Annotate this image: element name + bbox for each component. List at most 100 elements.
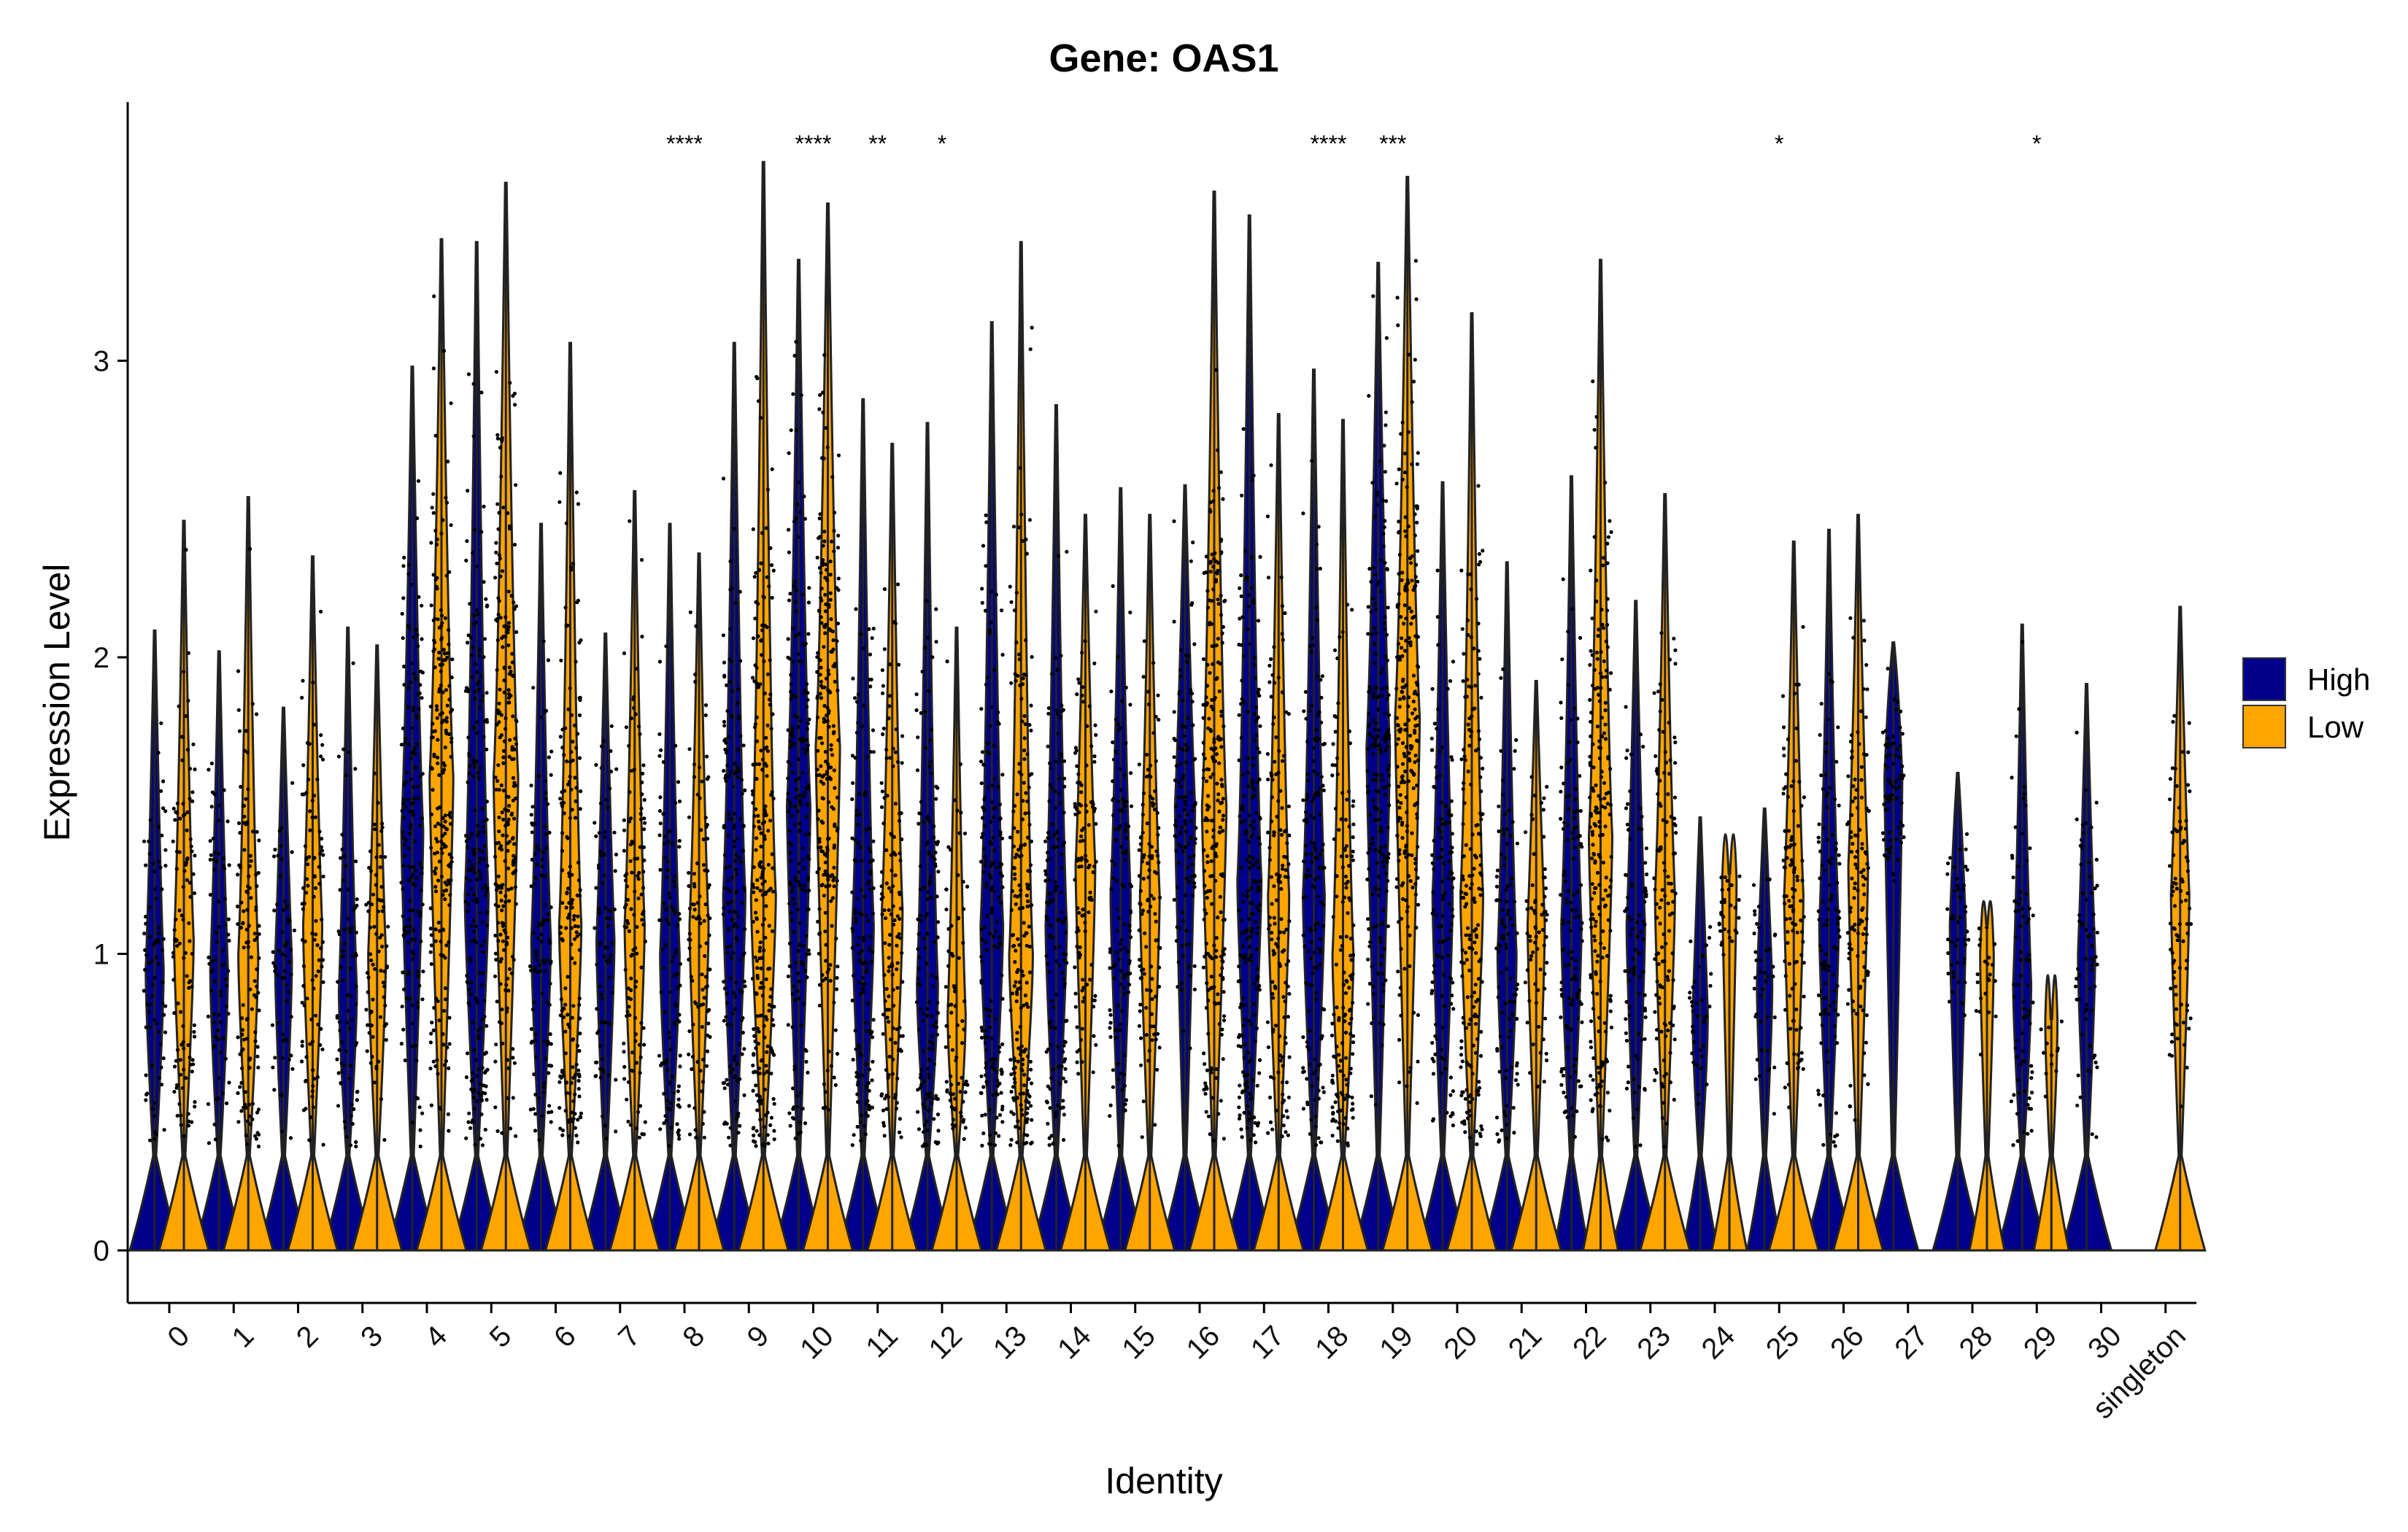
data-point: [1637, 913, 1642, 918]
data-point: [871, 627, 876, 631]
data-point: [1000, 773, 1005, 777]
data-point: [311, 1105, 315, 1110]
data-point: [786, 776, 790, 781]
data-point: [796, 948, 800, 953]
data-point: [936, 870, 941, 874]
data-point: [409, 726, 414, 730]
data-point: [475, 759, 479, 763]
data-point: [673, 911, 677, 916]
data-point: [570, 956, 574, 961]
data-point: [1308, 1131, 1312, 1136]
data-point: [1243, 1042, 1247, 1047]
data-point: [480, 1066, 485, 1070]
data-point: [1258, 554, 1262, 560]
data-point: [1184, 743, 1188, 747]
data-point: [382, 1137, 387, 1142]
data-point: [925, 635, 930, 640]
data-point: [403, 741, 407, 746]
data-point: [670, 1074, 674, 1078]
data-point: [1178, 762, 1183, 767]
data-point: [1378, 826, 1383, 830]
data-point: [1304, 810, 1308, 814]
data-point: [207, 767, 211, 772]
data-point: [1707, 1005, 1712, 1009]
data-point: [308, 828, 312, 832]
data-point: [498, 556, 502, 561]
data-point: [209, 805, 214, 809]
data-point: [1386, 693, 1391, 697]
data-point: [1246, 770, 1250, 775]
data-point: [218, 1020, 223, 1024]
data-point: [410, 1021, 415, 1026]
data-point: [404, 770, 409, 775]
data-point: [435, 840, 439, 844]
data-point: [854, 813, 859, 817]
data-point: [1899, 773, 1903, 778]
data-point: [255, 1110, 260, 1115]
data-point: [1257, 988, 1262, 992]
data-point: [379, 885, 384, 889]
data-point: [663, 943, 668, 947]
data-point: [161, 980, 165, 985]
data-point: [741, 1030, 745, 1035]
data-point: [1561, 948, 1566, 952]
data-point: [1249, 959, 1254, 964]
data-point: [987, 932, 992, 936]
data-point: [1564, 1095, 1568, 1099]
data-point: [791, 897, 795, 901]
data-point: [315, 777, 320, 781]
data-point: [690, 978, 695, 983]
data-point: [470, 863, 474, 867]
data-point: [1123, 1102, 1127, 1107]
data-point: [992, 743, 996, 748]
data-point: [314, 932, 318, 937]
data-point: [787, 829, 792, 833]
data-point: [1246, 839, 1250, 843]
data-point: [1627, 1013, 1632, 1018]
data-point: [2010, 775, 2014, 780]
data-point: [1432, 867, 1436, 872]
data-point: [1580, 939, 1584, 943]
data-point: [726, 878, 730, 883]
data-point: [574, 490, 579, 495]
data-point: [188, 881, 192, 885]
data-point: [570, 808, 574, 812]
data-point: [563, 789, 567, 793]
data-point: [444, 573, 449, 578]
data-point: [678, 1064, 682, 1069]
data-point: [479, 944, 484, 948]
data-point: [212, 857, 216, 862]
data-point: [1821, 863, 1825, 867]
data-point: [549, 749, 554, 754]
data-point: [2083, 956, 2088, 961]
data-point: [1891, 784, 1895, 789]
data-point: [915, 768, 920, 773]
data-point: [1367, 711, 1371, 716]
data-point: [798, 794, 802, 798]
data-point: [565, 891, 569, 896]
data-point: [1367, 867, 1371, 871]
data-point: [1373, 651, 1378, 657]
data-point: [642, 858, 647, 862]
data-point: [399, 743, 404, 747]
data-point: [476, 775, 481, 780]
data-point: [1049, 672, 1054, 676]
data-point: [663, 1010, 668, 1015]
point-cloud: [1816, 672, 1842, 1148]
data-point: [1626, 1080, 1630, 1085]
data-point: [1311, 797, 1316, 801]
data-point: [443, 813, 448, 818]
data-point: [305, 997, 309, 1001]
data-point: [708, 916, 712, 921]
data-point: [1821, 923, 1826, 927]
data-point: [742, 951, 746, 956]
data-point: [481, 886, 485, 891]
data-point: [1305, 740, 1310, 744]
data-point: [420, 902, 425, 907]
data-point: [1435, 727, 1439, 731]
data-point: [379, 933, 384, 937]
data-point: [1630, 882, 1635, 886]
data-point: [1192, 642, 1197, 646]
data-point: [700, 1089, 704, 1094]
data-point: [449, 401, 453, 406]
